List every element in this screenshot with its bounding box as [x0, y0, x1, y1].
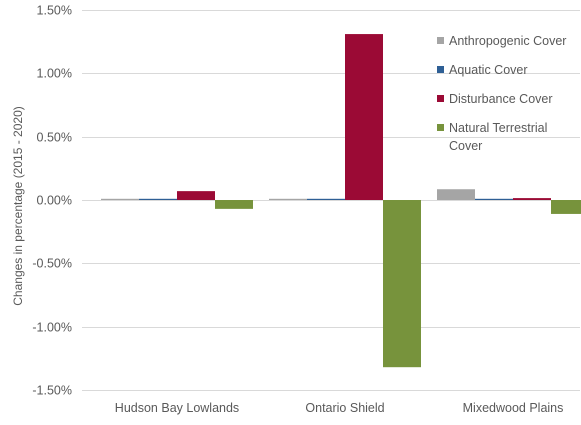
x-category-label: Ontario Shield [305, 401, 384, 415]
bar-disturbance-cover [345, 34, 383, 200]
x-category-label: Mixedwood Plains [463, 401, 564, 415]
bar-anthropogenic-cover [437, 189, 475, 200]
bar-natural-terrestrial-cover [551, 200, 581, 214]
bar-anthropogenic-cover [269, 198, 307, 200]
bar-natural-terrestrial-cover [383, 200, 421, 368]
y-tick-label: 0.00% [37, 194, 72, 208]
legend-swatch [437, 124, 444, 131]
legend-label: Anthropogenic Cover [449, 34, 566, 48]
legend-label: Aquatic Cover [449, 63, 528, 77]
y-tick-label: -0.50% [32, 257, 72, 271]
legend-label: Cover [449, 139, 482, 153]
x-axis-categories: Hudson Bay Lowlands Ontario Shield Mixedwo… [115, 401, 564, 415]
legend-swatch [437, 95, 444, 102]
y-tick-label: -1.00% [32, 321, 72, 335]
bars [101, 34, 581, 368]
bar-aquatic-cover [475, 198, 513, 200]
bar-natural-terrestrial-cover [215, 200, 253, 209]
bar-anthropogenic-cover [101, 198, 139, 200]
legend-swatch [437, 66, 444, 73]
bar-aquatic-cover [307, 198, 345, 200]
legend: Anthropogenic Cover Aquatic Cover Disturba… [437, 34, 566, 153]
y-tick-label: 1.00% [37, 67, 72, 81]
x-category-label: Hudson Bay Lowlands [115, 401, 239, 415]
bar-disturbance-cover [513, 198, 551, 200]
y-tick-label: -1.50% [32, 384, 72, 398]
gridlines [82, 10, 580, 391]
bar-disturbance-cover [177, 191, 215, 200]
legend-label: Natural Terrestrial [449, 121, 547, 135]
legend-swatch [437, 37, 444, 44]
y-tick-label: 0.50% [37, 131, 72, 145]
y-axis-ticks: 1.50% 1.00% 0.50% 0.00% -0.50% -1.00% -1.50% [32, 4, 72, 398]
bar-aquatic-cover [139, 198, 177, 200]
y-tick-label: 1.50% [37, 4, 72, 18]
y-axis-title: Changes in percentage (2015 - 2020) [11, 106, 25, 305]
legend-label: Disturbance Cover [449, 92, 553, 106]
